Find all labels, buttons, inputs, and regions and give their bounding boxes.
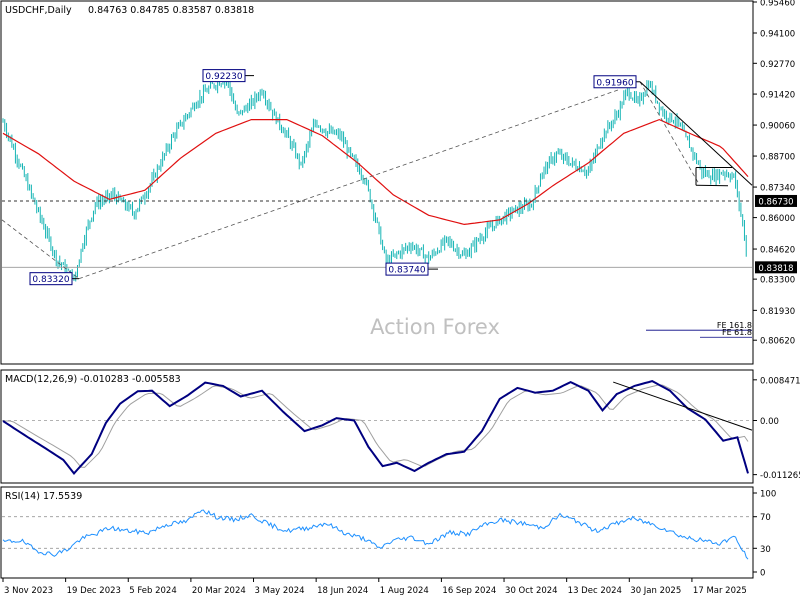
rsi-panel-frame — [1, 487, 753, 578]
price-tick-label: 0.84620 — [760, 246, 795, 256]
price-tag-label: 0.83818 — [758, 264, 793, 274]
x-tick-label: 16 Sep 2024 — [442, 586, 496, 596]
x-tick-label: 13 Dec 2024 — [568, 586, 622, 596]
x-tick-label: 20 Mar 2024 — [192, 586, 246, 596]
price-tick-label: 0.87340 — [760, 184, 795, 194]
price-tick-label: 0.80620 — [760, 337, 795, 347]
macd-tick-label: 0.00 — [760, 417, 779, 427]
price-tick-label: 0.91420 — [760, 91, 795, 101]
price-tick-label: 0.94100 — [760, 29, 795, 39]
fib-extension-label: FE 61.8 — [722, 328, 752, 337]
ohlc-readout: 0.84763 0.84785 0.83587 0.83818 — [88, 5, 254, 16]
rsi-tick-label: 0 — [760, 569, 765, 579]
level-box-label: 0.83320 — [32, 275, 69, 285]
x-tick-label: 30 Jan 2025 — [630, 586, 681, 596]
price-tick-label: 0.92770 — [760, 60, 795, 70]
macd-axis: 0.008471 0.00 -0.011265 — [753, 376, 800, 481]
macd-tick-label: 0.008471 — [760, 376, 800, 386]
rsi-title: RSI(14) 17.5539 — [5, 491, 82, 502]
price-axis: 0.95460 0.94100 0.92770 0.91420 0.90060 0.887… — [753, 0, 797, 347]
rsi-tick-label: 30 — [760, 545, 771, 555]
level-box-label: 0.91960 — [596, 78, 633, 88]
price-tick-label: 0.83300 — [760, 276, 795, 286]
x-tick-label: 3 Nov 2023 — [4, 586, 53, 596]
price-panel-frame — [1, 1, 753, 364]
price-tick-label: 0.86000 — [760, 214, 795, 224]
level-box-label: 0.83740 — [388, 266, 425, 276]
price-tag: 0.83818 — [755, 261, 797, 274]
x-tick-label: 19 Dec 2023 — [67, 586, 121, 596]
price-tag: 0.86730 — [755, 195, 797, 208]
x-tick-label: 17 Mar 2025 — [693, 586, 747, 596]
price-tick-label: 0.95460 — [760, 0, 795, 9]
rsi-tick-label: 100 — [760, 490, 776, 500]
macd-tick-label: -0.011265 — [760, 471, 800, 481]
rsi-tick-label: 70 — [760, 513, 771, 523]
x-tick-label: 1 Aug 2024 — [380, 586, 429, 596]
price-tick-label: 0.90060 — [760, 122, 795, 132]
price-tag-label: 0.86730 — [758, 197, 793, 207]
price-tick-label: 0.88700 — [760, 153, 795, 163]
level-box-label: 0.92230 — [205, 72, 242, 82]
level-box: 0.91960 — [594, 76, 640, 89]
macd-title: MACD(12,26,9) -0.010283 -0.005583 — [5, 374, 181, 385]
rsi-axis: 100 70 30 0 — [753, 490, 776, 579]
watermark: Action Forex — [370, 315, 500, 339]
x-tick-label: 30 Oct 2024 — [505, 586, 558, 596]
x-tick-label: 5 Feb 2024 — [129, 586, 177, 596]
x-tick-label: 18 Jun 2024 — [317, 586, 368, 596]
x-axis: 3 Nov 2023 19 Dec 2023 5 Feb 2024 20 Mar 20… — [3, 578, 747, 596]
price-title: USDCHF,Daily — [5, 5, 72, 16]
x-tick-label: 3 May 2024 — [255, 586, 305, 596]
macd-panel-frame — [1, 370, 753, 483]
level-box: 0.83320 — [30, 273, 79, 286]
price-tick-label: 0.81930 — [760, 307, 795, 317]
